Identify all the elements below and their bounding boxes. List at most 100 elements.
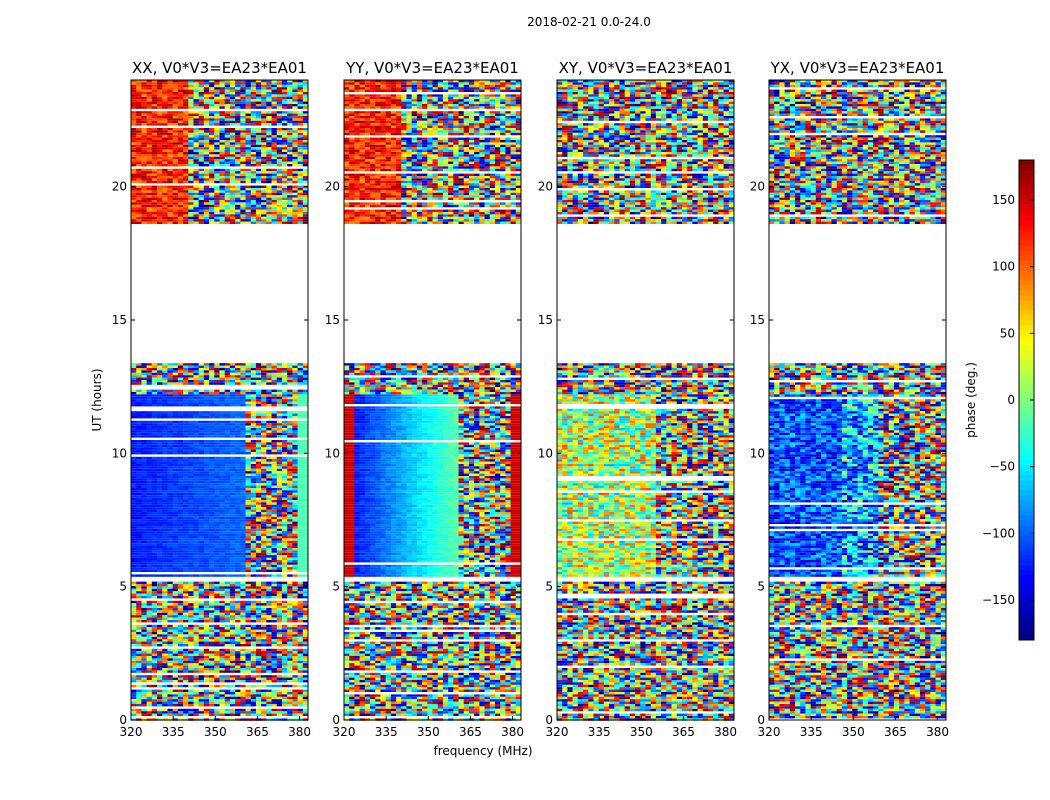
heatmap-cell: [188, 596, 194, 599]
heatmap-cell: [245, 533, 252, 536]
heatmap-cell: [219, 468, 226, 472]
heatmap-cell: [302, 372, 309, 376]
heatmap-cell: [224, 528, 231, 532]
heatmap-cell: [250, 180, 257, 184]
heatmap-cell: [157, 404, 163, 407]
heatmap-cell: [162, 192, 168, 196]
heatmap-cell: [146, 512, 153, 515]
heatmap-cell: [198, 478, 205, 481]
heatmap-cell: [292, 452, 298, 455]
heatmap-cell: [292, 375, 298, 378]
heatmap-cell: [131, 480, 137, 484]
heatmap-cell: [261, 581, 267, 584]
heatmap-cell: [188, 87, 194, 90]
heatmap-cell: [151, 370, 158, 373]
heatmap-cell: [245, 552, 252, 556]
heatmap-cell: [302, 82, 309, 85]
heatmap-cell: [146, 380, 153, 383]
heatmap-cell: [229, 490, 236, 493]
heatmap-cell: [297, 562, 304, 565]
heatmap-cell: [250, 399, 257, 402]
heatmap-cell: [188, 526, 194, 529]
heatmap-cell: [177, 113, 184, 116]
heatmap-cell: [287, 524, 293, 527]
heatmap-cell: [302, 207, 309, 210]
heatmap-cell: [266, 552, 272, 556]
heatmap-cell: [188, 118, 194, 121]
heatmap-cell: [224, 548, 231, 551]
heatmap-cell: [271, 156, 278, 160]
heatmap-cell: [271, 204, 278, 208]
heatmap-cell: [255, 531, 262, 534]
heatmap-cell: [151, 130, 158, 133]
heatmap-cell: [261, 605, 267, 608]
heatmap-cell: [229, 207, 236, 210]
heatmap-cell: [292, 430, 298, 433]
heatmap-cell: [177, 468, 184, 472]
heatmap-cell: [209, 173, 215, 176]
heatmap-cell: [172, 368, 179, 371]
heatmap-cell: [188, 94, 194, 97]
heatmap-cell: [255, 555, 262, 558]
heatmap-cell: [203, 507, 210, 510]
heatmap-cell: [250, 540, 257, 544]
heatmap-cell: [172, 490, 179, 493]
heatmap-cell: [183, 161, 189, 164]
heatmap-cell: [214, 593, 220, 596]
heatmap-cell: [271, 84, 278, 88]
heatmap-cell: [235, 502, 241, 505]
heatmap-cell: [141, 432, 147, 436]
heatmap-cell: [240, 521, 246, 524]
heatmap-cell: [177, 89, 184, 92]
heatmap-cell: [229, 209, 236, 212]
heatmap-cell: [177, 413, 184, 416]
heatmap-cell: [287, 526, 293, 529]
heatmap-cell: [245, 596, 252, 599]
heatmap-cell: [235, 116, 241, 119]
heatmap-cell: [219, 425, 226, 428]
heatmap-cell: [224, 168, 231, 172]
heatmap-cell: [214, 80, 220, 83]
heatmap-cell: [297, 567, 304, 570]
heatmap-cell: [297, 471, 304, 474]
heatmap-cell: [224, 154, 231, 157]
heatmap-cell: [261, 84, 267, 88]
heatmap-cell: [157, 372, 163, 376]
heatmap-cell: [229, 135, 236, 138]
heatmap-cell: [172, 202, 179, 205]
heatmap-cell: [266, 555, 272, 558]
heatmap-cell: [198, 377, 205, 380]
heatmap-cell: [255, 128, 262, 131]
heatmap-cell: [214, 584, 220, 587]
heatmap-cell: [235, 504, 241, 508]
heatmap-cell: [235, 80, 241, 83]
heatmap-cell: [146, 212, 153, 215]
heatmap-cell: [287, 123, 293, 126]
heatmap-cell: [219, 392, 226, 395]
heatmap-cell: [271, 411, 278, 414]
heatmap-cell: [151, 123, 158, 126]
heatmap-cell: [131, 113, 137, 116]
heatmap-cell: [177, 581, 184, 584]
heatmap-cell: [287, 464, 293, 467]
heatmap-cell: [146, 485, 153, 488]
heatmap-cell: [214, 106, 220, 109]
heatmap-cell: [198, 507, 205, 510]
heatmap-cell: [151, 490, 158, 493]
heatmap-cell: [209, 423, 215, 426]
heatmap-cell: [292, 135, 298, 138]
heatmap-cell: [193, 370, 199, 373]
heatmap-cell: [250, 365, 257, 368]
heatmap-cell: [141, 116, 147, 119]
heatmap-cell: [141, 442, 147, 445]
heatmap-cell: [172, 370, 179, 373]
heatmap-cell: [198, 370, 205, 373]
heatmap-cell: [240, 449, 246, 452]
heatmap-cell: [235, 555, 241, 558]
heatmap-cell: [172, 128, 179, 131]
heatmap-cell: [198, 128, 205, 131]
heatmap-cell: [146, 176, 153, 179]
heatmap-cell: [271, 507, 278, 510]
heatmap-cell: [193, 456, 199, 460]
heatmap-cell: [188, 461, 194, 464]
